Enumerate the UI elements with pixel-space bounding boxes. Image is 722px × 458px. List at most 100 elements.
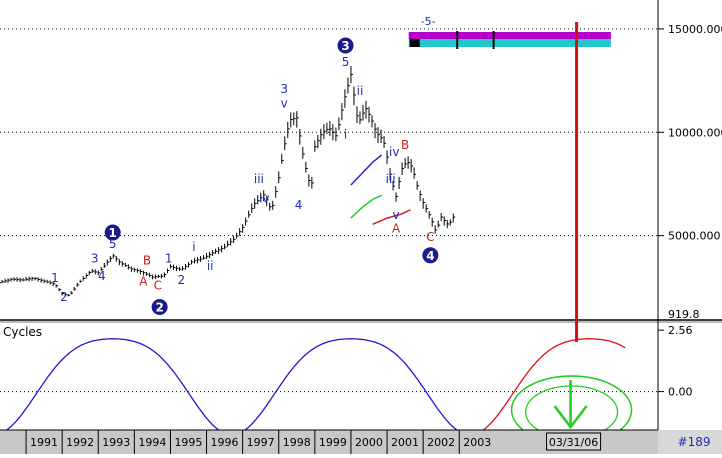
- price-bar: [338, 117, 341, 131]
- wave-label: 5: [342, 55, 350, 69]
- degree-circle-badge: [104, 224, 121, 241]
- price-bar: [97, 270, 101, 276]
- degree-circle: 1: [104, 224, 121, 241]
- price-bar: [293, 112, 296, 126]
- wave-label: B: [143, 254, 151, 268]
- degree-circle: 2: [151, 298, 168, 315]
- price-bar: [73, 286, 77, 291]
- price-bar: [365, 100, 368, 119]
- corner-tag-panel: [658, 430, 722, 454]
- price-bar: [76, 282, 80, 287]
- wave-label: 3: [280, 82, 288, 96]
- price-bar: [191, 259, 194, 265]
- peak-date-label: 03/31/06: [549, 436, 598, 449]
- price-bar: [368, 106, 371, 123]
- price-bar: [344, 89, 347, 108]
- price-bar: [124, 262, 128, 268]
- price-bar: [275, 186, 278, 198]
- price-bar: [88, 270, 92, 276]
- price-bar: [151, 274, 155, 280]
- degree-circle-label: 3: [341, 39, 349, 53]
- price-bar: [248, 210, 251, 218]
- price-bar: [175, 265, 179, 272]
- price-bar: [115, 256, 119, 262]
- x-tick-label: 1996: [211, 436, 239, 449]
- price-bar: [263, 190, 266, 202]
- wave-label: C: [154, 278, 162, 292]
- price-bar: [203, 255, 206, 260]
- price-bar: [422, 198, 426, 209]
- price-bar: [278, 171, 281, 184]
- price-bar: [341, 103, 344, 121]
- grid-lines: [0, 28, 658, 393]
- wave-label: iv: [389, 145, 399, 159]
- price-bar: [209, 251, 212, 259]
- x-axis-ticks: 1991 1992 1993 1994 1995 1996 1997 1998 1999 2000…: [25, 430, 491, 454]
- cycle-lines: [0, 338, 626, 436]
- wave-label: B: [401, 138, 409, 152]
- price-bar: [40, 278, 44, 283]
- price-bar: [91, 268, 95, 274]
- price-bar: [326, 122, 329, 135]
- x-tick-label: 2002: [427, 436, 455, 449]
- price-bar: [55, 284, 59, 288]
- x-tick-label: 2003: [463, 436, 491, 449]
- price-bar: [308, 174, 311, 187]
- price-bar: [347, 77, 350, 94]
- price-bar: [230, 238, 233, 246]
- price-bar: [449, 219, 453, 226]
- price-bar: [34, 277, 38, 281]
- price-bar: [404, 158, 408, 169]
- wave-label: v: [281, 96, 288, 110]
- price-bar: [401, 162, 405, 175]
- degree-circle-badge: [151, 298, 168, 315]
- price-bar: [413, 167, 417, 179]
- wave-label: i: [192, 240, 195, 254]
- price-bar: [377, 127, 381, 143]
- degree-circle: 3: [337, 37, 354, 54]
- price-bar: [169, 264, 173, 269]
- price-bar: [188, 262, 191, 268]
- price-bar: [166, 268, 170, 274]
- price-bar: [380, 129, 384, 144]
- cycle-bar-cyan: [408, 39, 611, 47]
- cycle-bar-magenta: [408, 32, 611, 39]
- wave-label: 2: [60, 290, 68, 304]
- price-y-axis: 15000.000 10000.000 5000.000 919.8: [658, 23, 722, 321]
- price-bar: [323, 124, 326, 140]
- cycle-y-tick-label: 2.56: [668, 324, 693, 337]
- degree-circle-label: 2: [155, 300, 163, 314]
- price-bar: [227, 240, 230, 247]
- price-y-tick-label: 10000.000: [668, 126, 722, 139]
- wave-label: 3: [91, 252, 99, 266]
- trend-arcs: [350, 154, 411, 225]
- peak-date-box: 03/31/06: [546, 432, 602, 451]
- price-bar: [22, 278, 26, 282]
- price-bar: [452, 213, 456, 223]
- x-tick-label: 1998: [283, 436, 311, 449]
- price-bar: [431, 217, 435, 227]
- price-bar: [224, 243, 227, 250]
- price-bar: [184, 264, 188, 270]
- price-bar: [194, 258, 197, 264]
- wave-label: ii: [207, 259, 214, 273]
- price-bar: [287, 121, 290, 139]
- price-bar: [425, 204, 429, 213]
- degree-circle-badge: [337, 37, 354, 54]
- price-bar: [61, 291, 65, 296]
- price-bar: [335, 127, 338, 142]
- price-bar: [233, 235, 236, 243]
- price-bar: [37, 277, 41, 282]
- price-bar: [130, 266, 134, 272]
- price-bar: [13, 277, 17, 282]
- price-bar: [398, 176, 402, 190]
- price-bar: [200, 256, 203, 262]
- trend-arc-red: [372, 209, 411, 225]
- price-bar: [440, 213, 444, 222]
- wave-label: C: [426, 230, 434, 244]
- price-bar: [245, 217, 248, 226]
- price-y-tick-label: 5000.000: [668, 230, 721, 243]
- price-bar: [58, 288, 62, 292]
